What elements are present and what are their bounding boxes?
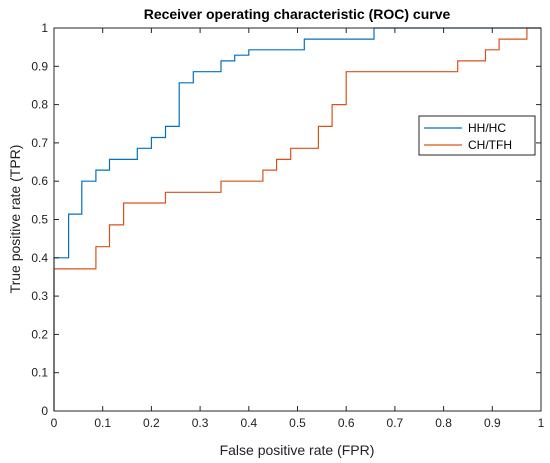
y-tick-label: 0.9 <box>31 59 48 73</box>
plot-area <box>54 28 541 411</box>
roc-curve-hh-hc <box>53 27 541 411</box>
x-tick-label: 0.8 <box>435 416 452 430</box>
y-tick-label: 0 <box>41 404 48 418</box>
roc-curve-ch-tfh <box>53 27 541 411</box>
y-axis-label: True positive rate (TPR) <box>7 145 23 294</box>
x-tick-label: 0.6 <box>338 416 355 430</box>
y-tick-label: 0.5 <box>31 213 48 227</box>
curves-layer <box>53 27 541 411</box>
x-tick-label: 0 <box>51 416 58 430</box>
legend: HH/HC CH/TFH <box>418 115 536 156</box>
x-axis-label: False positive rate (FPR) <box>220 442 375 458</box>
y-tick-label: 0.1 <box>31 366 48 380</box>
legend-label-hh-hc: HH/HC <box>468 121 506 135</box>
x-axis-ticks: 0 0.1 0.2 0.3 0.4 0.5 0.6 0.7 0.8 0.9 1 <box>51 28 545 430</box>
x-tick-label: 0.4 <box>240 416 257 430</box>
y-axis-ticks: 0 0.1 0.2 0.3 0.4 0.5 0.6 0.7 0.8 0.9 1 <box>31 21 541 418</box>
x-tick-label: 1 <box>538 416 545 430</box>
y-tick-label: 0.6 <box>31 174 48 188</box>
x-tick-label: 0.2 <box>143 416 160 430</box>
y-tick-label: 0.3 <box>31 289 48 303</box>
x-tick-label: 0.1 <box>94 416 111 430</box>
x-tick-label: 0.5 <box>289 416 306 430</box>
x-tick-label: 0.7 <box>387 416 404 430</box>
x-tick-label: 0.9 <box>484 416 501 430</box>
y-tick-label: 0.8 <box>31 98 48 112</box>
x-tick-label: 0.3 <box>192 416 209 430</box>
y-tick-label: 0.2 <box>31 327 48 341</box>
legend-box <box>418 115 536 156</box>
y-tick-label: 0.4 <box>31 251 48 265</box>
legend-label-ch-tfh: CH/TFH <box>468 138 512 152</box>
y-tick-label: 0.7 <box>31 136 48 150</box>
chart-title: Receiver operating characteristic (ROC) … <box>144 6 451 22</box>
y-tick-label: 1 <box>41 21 48 35</box>
